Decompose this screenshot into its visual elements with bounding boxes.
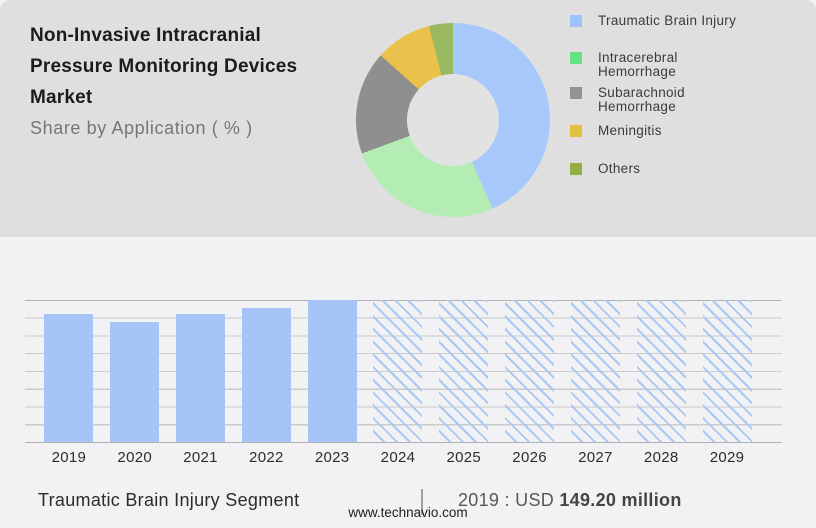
bar-2020 (110, 322, 160, 442)
page-title-line-2: Pressure Monitoring Devices (30, 56, 298, 77)
segment-value-prefix: 2019 : USD (458, 490, 555, 510)
legend-label: Meningitis (598, 123, 662, 138)
bar-2022 (241, 308, 291, 442)
bar-column-2023 (299, 300, 365, 442)
legend-swatch-icon (570, 52, 582, 64)
segment-value-amount: 149.20 million (559, 490, 682, 510)
axis-label-2026: 2026 (512, 449, 547, 466)
forecast-bar-2028 (636, 300, 686, 442)
legend-label: Subarachnoid Hemorrhage (598, 85, 685, 114)
donut-hole (407, 74, 499, 166)
axis-label-2023: 2023 (314, 449, 350, 466)
bar-chart (25, 300, 782, 443)
legend-item: Intracerebral Hemorrhage (570, 51, 678, 79)
axis-label-2027: 2027 (578, 449, 613, 466)
bar-column-2020 (102, 300, 168, 442)
bars-row (36, 300, 760, 442)
legend-swatch-icon (570, 163, 582, 175)
caption-separator (421, 489, 423, 515)
bar-column-2022 (233, 300, 299, 442)
bar-column-2027 (563, 300, 629, 442)
segment-value: 2019 : USD 149.20 million (458, 490, 682, 511)
axis-label-2024: 2024 (380, 449, 416, 466)
donut-chart (356, 23, 550, 217)
legend-label: Others (598, 161, 641, 176)
bar-2021 (176, 314, 226, 442)
technavio-link[interactable]: www.technavio.com (348, 505, 468, 520)
forecast-bar-2025 (439, 300, 489, 442)
axis-label-2029: 2029 (709, 449, 745, 466)
legend-swatch-icon (570, 87, 582, 99)
axis-label-2028: 2028 (643, 449, 679, 466)
bar-2023 (307, 300, 357, 442)
forecast-bar-2029 (702, 300, 752, 442)
legend-item: Meningitis (570, 124, 662, 138)
header-panel: Non-Invasive Intracranial Pressure Monit… (0, 0, 816, 237)
bar-column-2026 (497, 300, 563, 442)
legend-label: Traumatic Brain Injury (598, 13, 737, 28)
legend-item: Traumatic Brain Injury (570, 14, 736, 28)
page-title-line-1: Non-Invasive Intracranial (30, 25, 261, 46)
bar-column-2021 (168, 300, 234, 442)
page-title-line-3: Market (30, 87, 93, 108)
donut-legend: Traumatic Brain Injury Intracerebral Hemor… (570, 0, 800, 237)
bar-chart-panel: 2019 2020 2021 2022 2023 2024 2025 2026 2027 2028… (0, 237, 816, 528)
bar-column-2019 (36, 300, 102, 442)
legend-swatch-icon (570, 125, 582, 137)
legend-item: Others (570, 162, 640, 176)
bar-column-2028 (628, 300, 694, 442)
axis-label-2020: 2020 (117, 449, 152, 466)
bar-column-2024 (365, 300, 431, 442)
page-title: Non-Invasive Intracranial Pressure Monit… (30, 20, 360, 139)
bar-column-2029 (694, 300, 760, 442)
forecast-bar-2027 (570, 300, 620, 442)
legend-label: Intracerebral Hemorrhage (598, 50, 678, 79)
axis-label-2019: 2019 (51, 449, 87, 466)
chart-subtitle: Share by Application ( % ) (30, 118, 253, 138)
axis-label-2022: 2022 (249, 449, 284, 466)
bar-column-2025 (431, 300, 497, 442)
legend-swatch-icon (570, 15, 582, 27)
bar-2019 (44, 314, 94, 442)
axis-label-2021: 2021 (183, 449, 218, 466)
forecast-bar-2026 (505, 300, 555, 442)
x-axis-labels: 2019 2020 2021 2022 2023 2024 2025 2026 2027 2028… (36, 449, 760, 466)
segment-caption: Traumatic Brain Injury Segment (38, 490, 300, 510)
forecast-bar-2024 (373, 300, 423, 442)
axis-label-2025: 2025 (446, 449, 482, 466)
legend-item: Subarachnoid Hemorrhage (570, 86, 685, 114)
